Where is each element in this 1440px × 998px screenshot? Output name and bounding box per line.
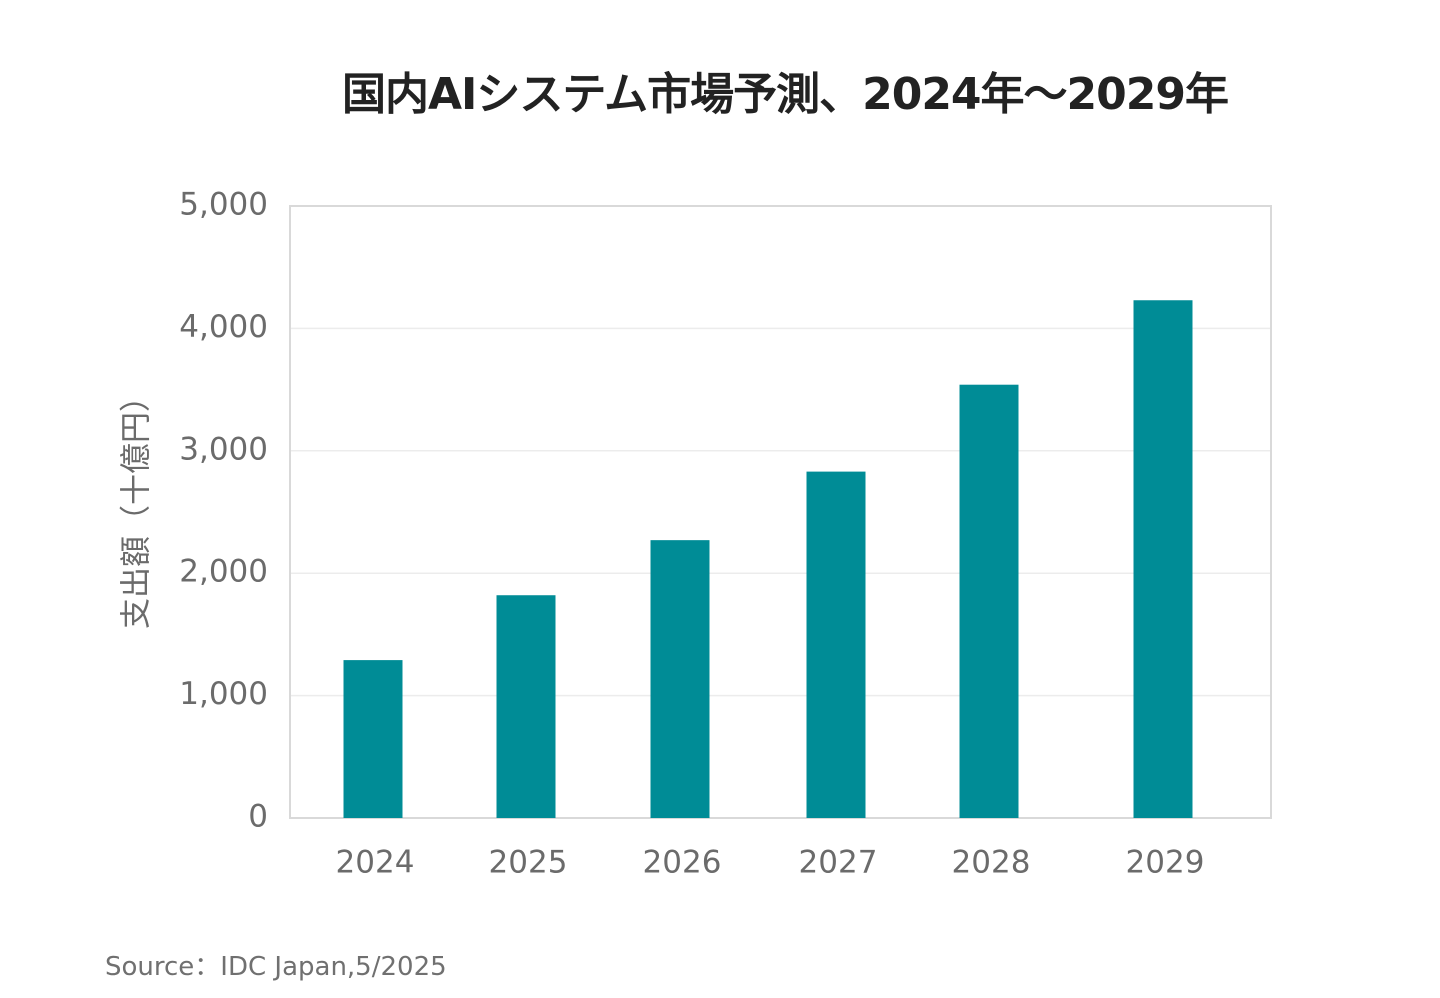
x-tick-label: 2026	[643, 845, 722, 881]
source-note: Source：IDC Japan,5/2025	[105, 952, 447, 982]
bar-2024	[343, 660, 403, 818]
y-tick-label: 4,000	[179, 309, 268, 345]
gridlines	[290, 327, 1271, 697]
bar-2027	[806, 471, 866, 818]
x-tick-label: 2024	[336, 845, 415, 881]
y-axis-ticks: 0 1,000 2,000 3,000 4,000 5,000	[179, 187, 268, 835]
x-tick-label: 2025	[489, 845, 568, 881]
y-tick-label: 3,000	[179, 431, 268, 467]
x-tick-label: 2028	[952, 845, 1031, 881]
bars	[343, 300, 1193, 818]
chart-title: 国内AIシステム市場予測、2024年〜2029年	[341, 69, 1229, 120]
bar-2026	[650, 540, 710, 818]
plot-area-frame	[289, 205, 1272, 819]
x-axis-ticks: 2024 2025 2026 2027 2028 2029	[336, 845, 1205, 881]
y-tick-label: 5,000	[179, 187, 268, 223]
bar-2025	[496, 595, 556, 818]
bar-2028	[959, 384, 1019, 818]
y-tick-label: 2,000	[179, 554, 268, 590]
x-tick-label: 2029	[1126, 845, 1205, 881]
y-tick-label: 0	[248, 799, 268, 835]
y-tick-label: 1,000	[179, 676, 268, 712]
y-axis-title: 支出額（十億円）	[119, 381, 155, 629]
bar-2029	[1133, 300, 1193, 818]
x-tick-label: 2027	[799, 845, 878, 881]
